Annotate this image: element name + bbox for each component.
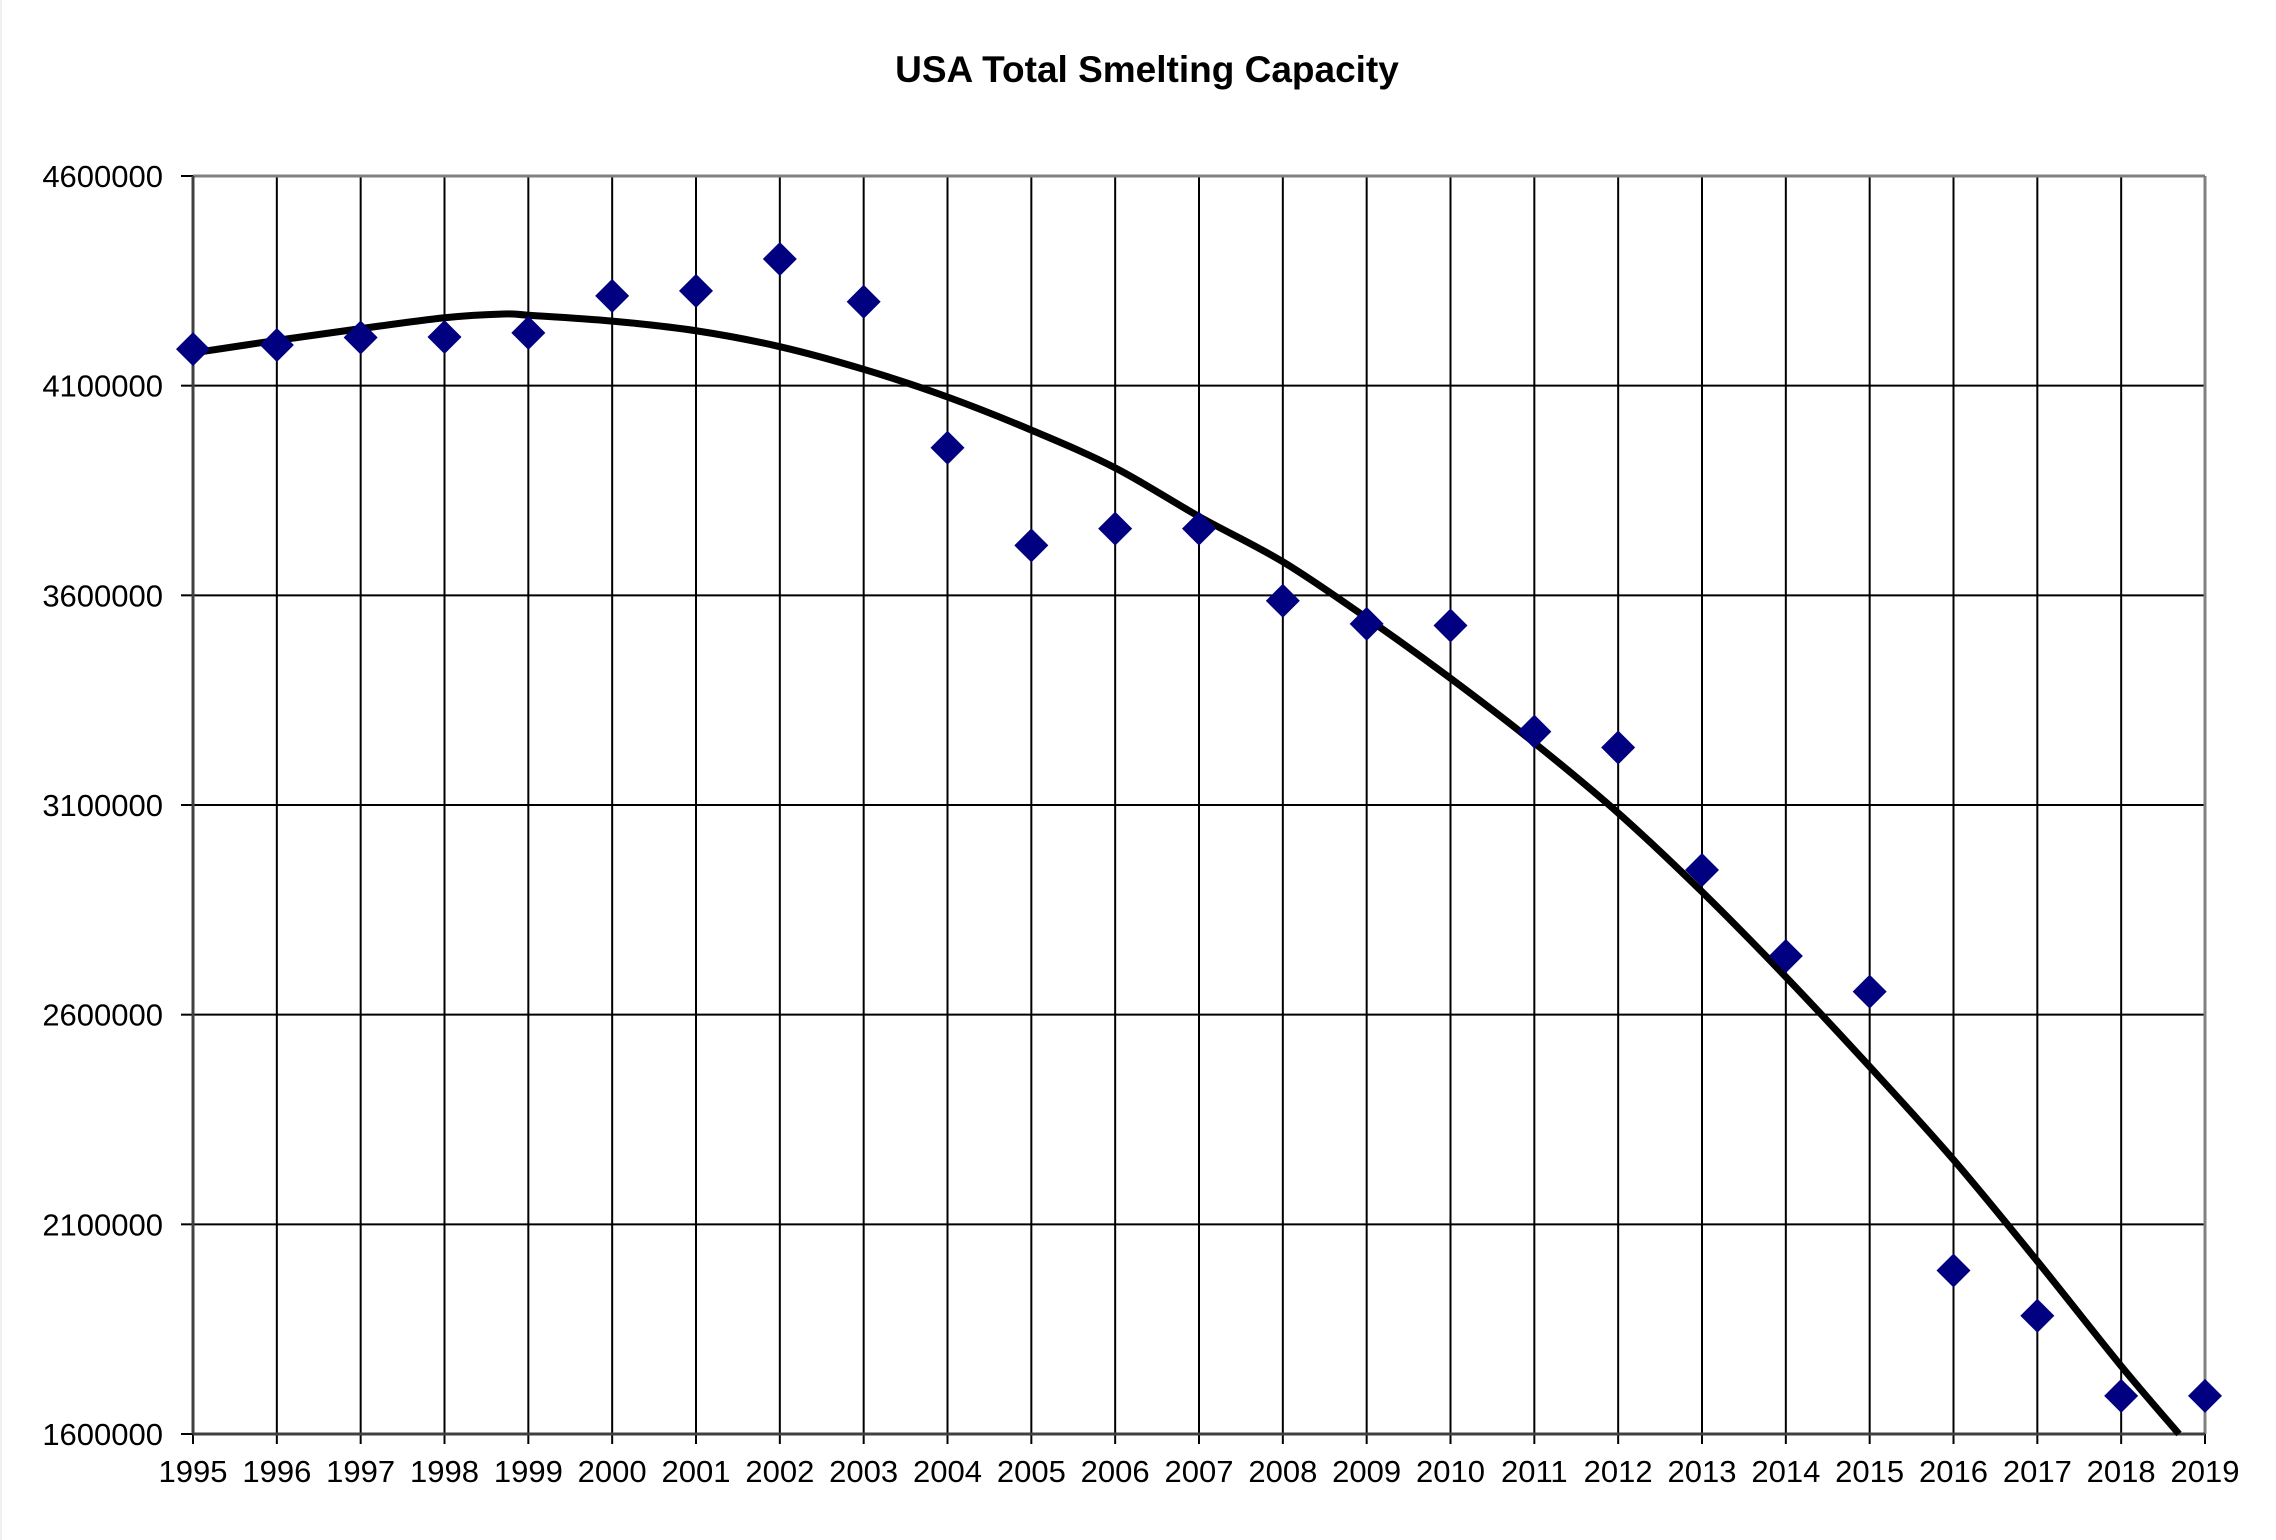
data-point-1997 — [343, 320, 378, 355]
trendline-layer — [192, 310, 2182, 1437]
y-tick-label: 4100000 — [42, 369, 163, 404]
x-tick-label: 2011 — [1501, 1454, 1568, 1489]
trendline — [192, 310, 2182, 1437]
data-point-2013 — [1685, 852, 1719, 887]
data-point-1998 — [427, 320, 462, 355]
data-point-2019 — [2188, 1378, 2222, 1413]
x-tick-label: 2007 — [1165, 1454, 1234, 1489]
x-tick-label: 2006 — [1081, 1454, 1150, 1489]
x-axis-labels: 1995 1996 1997 1998 1999 2000 2001 2002 2003 2004… — [159, 1454, 2240, 1489]
x-tick-label: 1997 — [326, 1454, 395, 1489]
chart-title: USA Total Smelting Capacity — [895, 49, 1399, 90]
y-tick-label: 2100000 — [42, 1207, 163, 1242]
y-tick-label: 2600000 — [42, 998, 163, 1033]
x-tick-label: 2018 — [2087, 1454, 2156, 1489]
x-tick-label: 2016 — [1919, 1454, 1988, 1489]
x-tick-label: 2013 — [1668, 1454, 1737, 1489]
x-tick-label: 1998 — [410, 1454, 479, 1489]
data-point-2004 — [930, 430, 965, 465]
data-point-2012 — [1601, 730, 1636, 765]
x-tick-label: 2017 — [2003, 1454, 2072, 1489]
x-tick-label: 2001 — [662, 1454, 731, 1489]
y-axis-labels: 4600000 4100000 3600000 3100000 2600000 21000… — [42, 159, 163, 1452]
data-point-2000 — [595, 278, 630, 313]
data-point-2016 — [1936, 1253, 1971, 1288]
x-tick-label: 2015 — [1835, 1454, 1904, 1489]
data-point-1999 — [511, 315, 546, 350]
data-point-2011 — [1517, 714, 1552, 749]
x-tick-label: 2002 — [745, 1454, 814, 1489]
y-tick-label: 1600000 — [42, 1417, 163, 1452]
x-tick-label: 1999 — [494, 1454, 563, 1489]
x-tick-label: 2003 — [829, 1454, 898, 1489]
data-points — [176, 242, 2222, 1413]
data-point-1995 — [176, 332, 210, 367]
data-point-2015 — [1852, 974, 1887, 1009]
data-point-2003 — [846, 284, 881, 319]
y-tick-label: 3600000 — [42, 578, 163, 613]
data-point-2014 — [1768, 938, 1803, 973]
x-tick-label: 2019 — [2171, 1454, 2240, 1489]
x-tick-label: 1995 — [159, 1454, 228, 1489]
data-point-2017 — [2020, 1298, 2055, 1333]
gridlines — [192, 175, 2206, 1435]
y-tick-label: 4600000 — [42, 159, 163, 194]
x-tick-label: 2012 — [1584, 1454, 1653, 1489]
data-point-2018 — [2104, 1378, 2139, 1413]
y-tick-label: 3100000 — [42, 788, 163, 823]
data-point-2007 — [1182, 511, 1216, 546]
x-tick-label: 2005 — [997, 1454, 1066, 1489]
data-point-2005 — [1014, 528, 1049, 563]
x-tick-label: 2014 — [1751, 1454, 1820, 1489]
x-tick-label: 1996 — [242, 1454, 311, 1489]
data-point-2001 — [679, 273, 713, 308]
data-point-2010 — [1433, 608, 1468, 643]
x-tick-label: 2004 — [913, 1454, 982, 1489]
x-tick-label: 2008 — [1248, 1454, 1317, 1489]
data-point-2009 — [1349, 606, 1384, 641]
axes — [181, 174, 2207, 1444]
data-point-2008 — [1265, 583, 1300, 618]
x-tick-label: 2010 — [1416, 1454, 1485, 1489]
data-point-2002 — [762, 242, 797, 277]
x-tick-label: 2000 — [578, 1454, 647, 1489]
data-point-2006 — [1098, 511, 1133, 546]
x-tick-label: 2009 — [1332, 1454, 1401, 1489]
data-point-1996 — [259, 327, 294, 362]
